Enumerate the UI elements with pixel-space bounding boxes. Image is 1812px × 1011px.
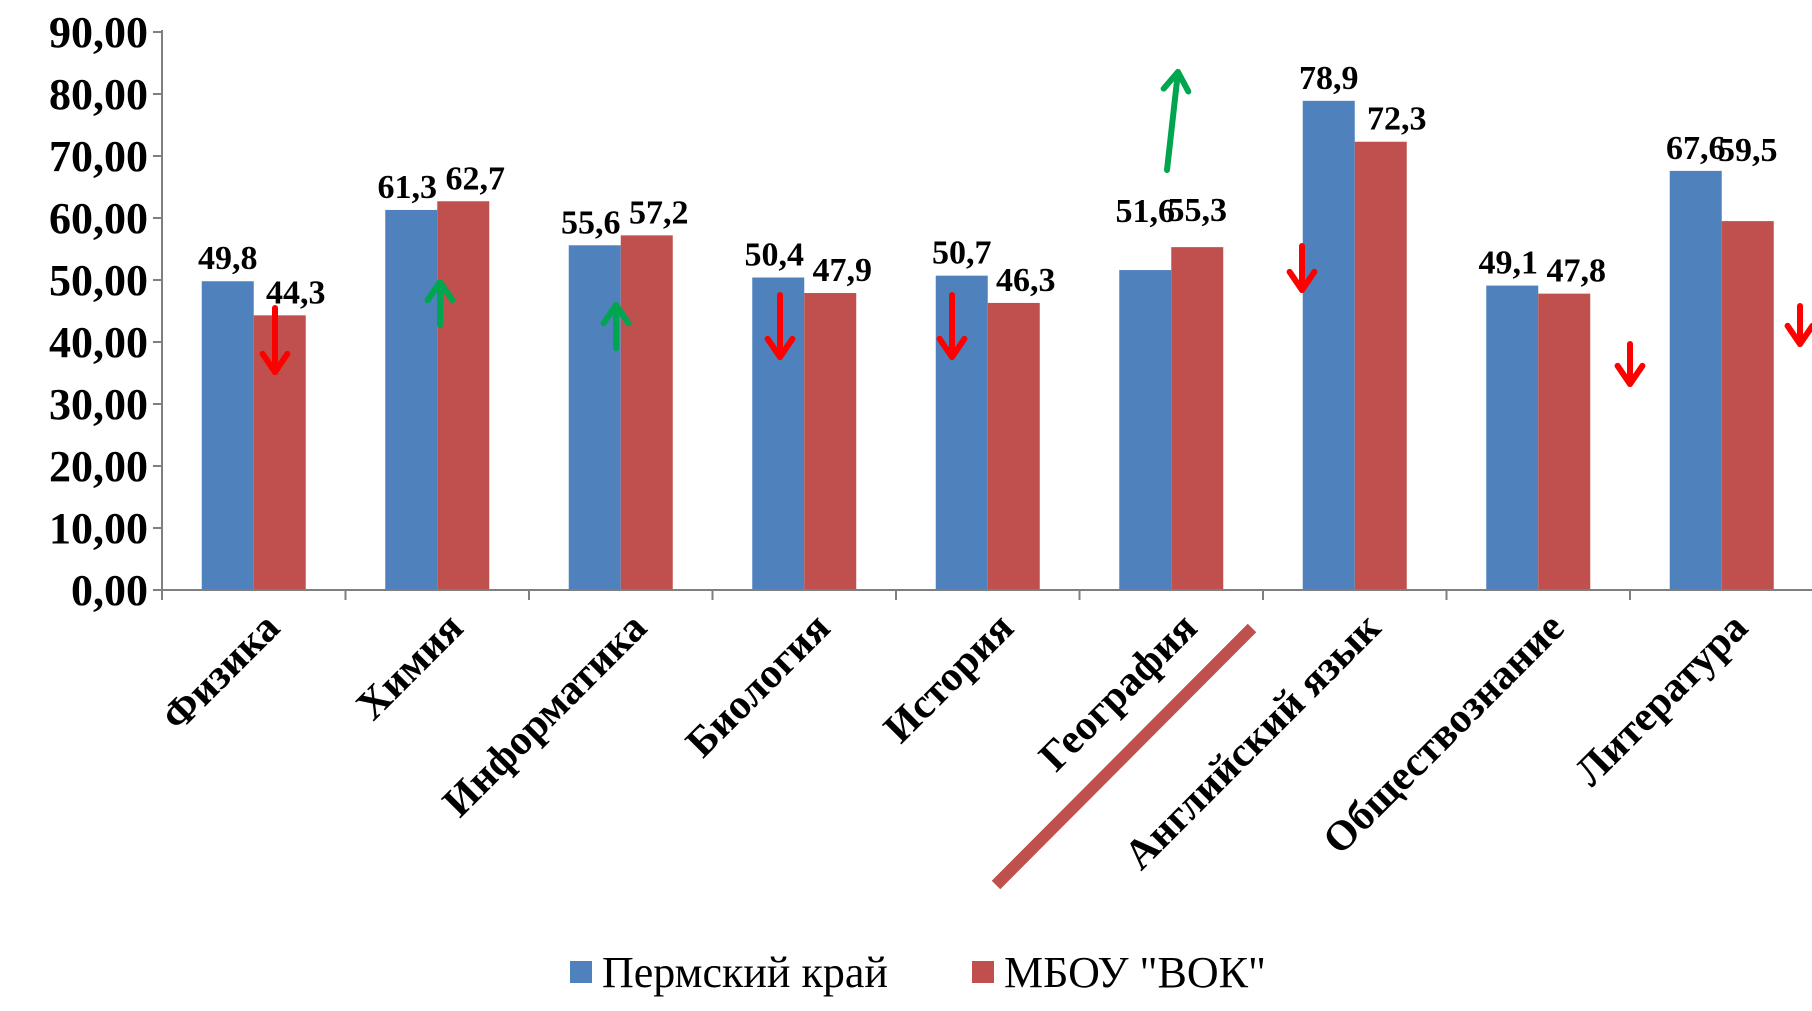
arrow-head: [259, 350, 291, 375]
legend-label-1: Пермский край: [602, 948, 888, 997]
y-tick-label: 10,00: [49, 504, 148, 553]
bar-series2-5: [1171, 247, 1224, 590]
arrow-head: [1784, 322, 1812, 347]
arrow-head: [764, 335, 796, 360]
x-tick-label: Биология: [677, 605, 839, 767]
bar-series2-8: [1721, 221, 1774, 590]
data-label-series1-8: 67,6: [1666, 130, 1726, 167]
legend-swatch-1: [570, 961, 592, 983]
arrow-head: [1160, 69, 1192, 95]
y-tick-label: 0,00: [71, 566, 148, 615]
y-tick-label: 90,00: [49, 8, 148, 57]
data-label-series2-1: 62,7: [446, 160, 506, 197]
data-label-series2-6: 72,3: [1367, 101, 1427, 138]
y-tick-label: 40,00: [49, 318, 148, 367]
data-label-series2-7: 47,8: [1547, 253, 1607, 290]
data-label-series1-3: 50,4: [745, 237, 805, 274]
x-tick-label: Физика: [153, 605, 289, 741]
y-tick-label: 50,00: [49, 256, 148, 305]
arrow-shaft: [1164, 69, 1181, 173]
y-tick-label: 30,00: [49, 380, 148, 429]
data-label-series1-1: 61,3: [378, 169, 438, 206]
trend-arrow-down-icon: [1784, 303, 1812, 347]
arrow-head: [600, 302, 632, 327]
data-label-series2-4: 46,3: [996, 262, 1056, 299]
bar-series1-8: [1669, 170, 1722, 590]
bar-series1-6: [1302, 100, 1355, 590]
bar-series2-2: [620, 235, 673, 591]
arrow-head: [1286, 268, 1318, 293]
data-label-series2-5: 55,3: [1168, 192, 1228, 229]
bar-series2-3: [804, 293, 857, 590]
bar-series2-7: [1538, 293, 1591, 590]
x-tick-label: Химия: [348, 605, 472, 729]
annotations: [259, 69, 1812, 890]
y-tick-label: 60,00: [49, 194, 148, 243]
y-axis: 0,00 10,00 20,00 30,00 40,00 50,00 60,00 70,00 8…: [49, 8, 163, 615]
data-label-series1-4: 50,7: [932, 235, 992, 272]
y-tick-label: 70,00: [49, 132, 148, 181]
bar-series2-1: [437, 201, 490, 590]
data-label-series1-0: 49,8: [198, 240, 258, 277]
legend-swatch-2: [972, 961, 994, 983]
trend-arrow-up-icon: [600, 302, 632, 351]
y-tick-label: 80,00: [49, 70, 148, 119]
data-labels: 49,844,361,3 62,755,6 57,250,4 47,9 50,746,3…: [198, 60, 1778, 312]
trend-arrow-down-icon: [936, 292, 968, 360]
bar-series1-0: [201, 281, 254, 590]
trend-arrow-up-icon: [424, 279, 456, 328]
trend-arrow-up-icon: [1160, 69, 1192, 173]
bar-series1-2: [568, 245, 621, 590]
legend: Пермский край МБОУ "ВОК": [570, 948, 1266, 997]
data-label-series2-8: 59,5: [1718, 132, 1778, 169]
data-label-series1-7: 49,1: [1479, 245, 1539, 282]
arrow-head: [936, 335, 968, 360]
data-label-series1-6: 78,9: [1299, 60, 1359, 97]
arrow-head: [424, 279, 456, 304]
bars: [201, 100, 1774, 591]
trend-arrow-down-icon: [1614, 341, 1646, 387]
strike-line: [991, 623, 1257, 890]
trend-arrow-down-icon: [259, 305, 291, 375]
bar-series1-7: [1486, 285, 1539, 590]
data-label-series2-2: 57,2: [629, 194, 689, 231]
legend-label-2: МБОУ "ВОК": [1004, 948, 1266, 997]
data-label-series2-3: 47,9: [813, 252, 873, 289]
trend-arrow-down-icon: [764, 292, 796, 360]
bar-series2-6: [1354, 141, 1407, 591]
x-tick-label: Литература: [1566, 605, 1757, 796]
x-tick-label: История: [875, 605, 1023, 753]
bar-series2-4: [987, 302, 1040, 590]
trend-arrow-down-icon: [1286, 243, 1318, 293]
arrow-head: [1614, 362, 1646, 387]
bar-series1-1: [385, 209, 438, 590]
data-label-series1-2: 55,6: [561, 204, 621, 241]
bar-series1-4: [935, 275, 988, 590]
data-label-series1-5: 51,6: [1116, 193, 1176, 230]
bar-series1-5: [1119, 270, 1172, 590]
y-tick-label: 20,00: [49, 442, 148, 491]
